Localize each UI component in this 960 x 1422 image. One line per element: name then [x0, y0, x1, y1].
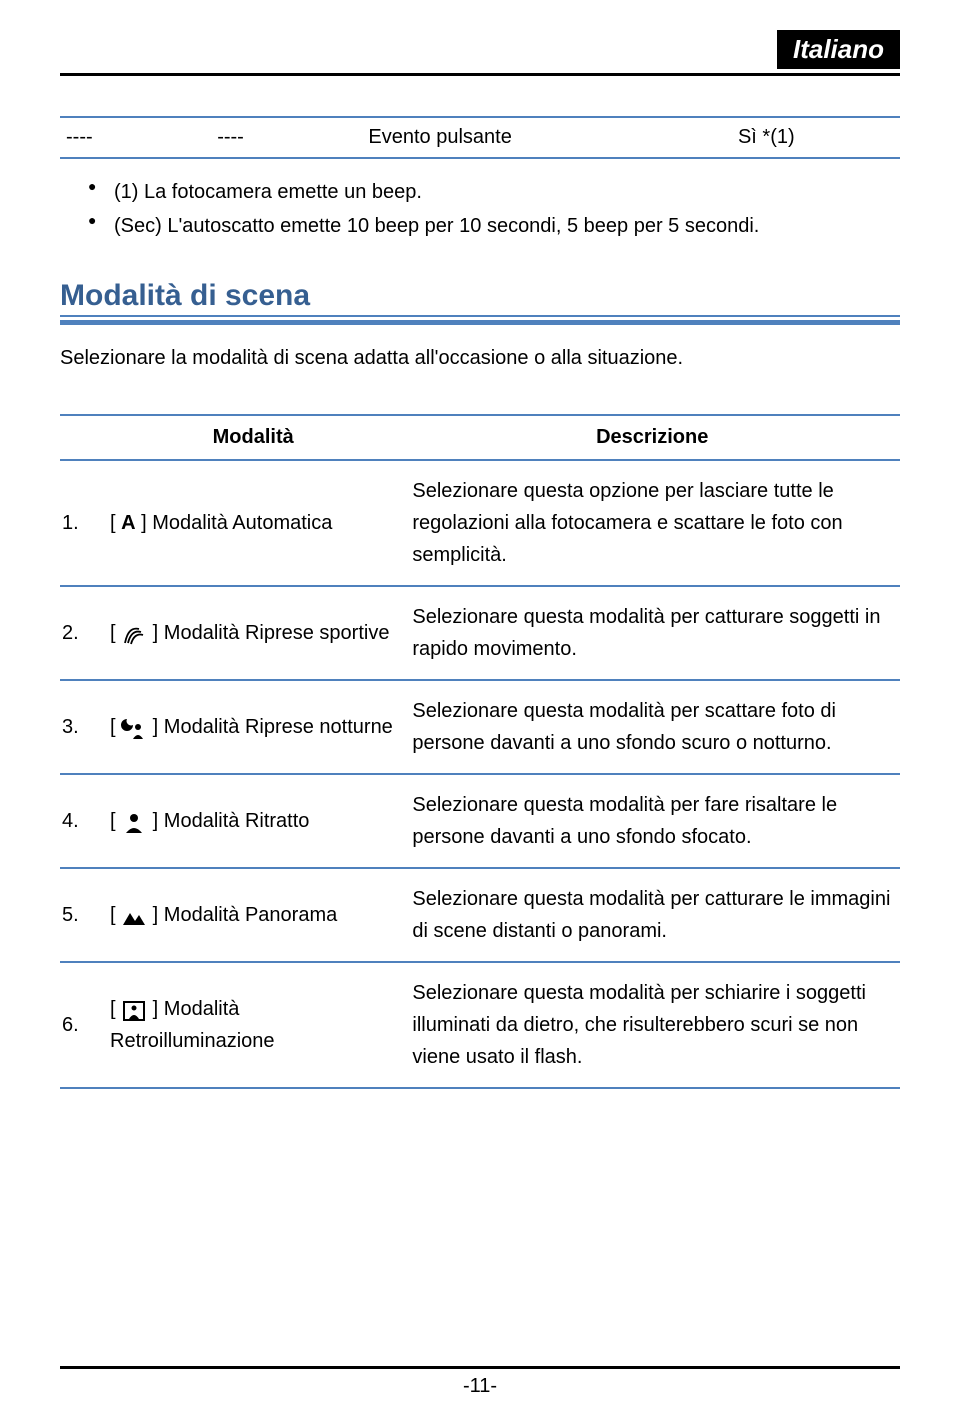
- header-desc: Descrizione: [404, 415, 900, 460]
- mode-name-cell: [ ] Modalità Riprese sportive: [102, 586, 404, 680]
- row-number: 2.: [60, 586, 102, 680]
- mode-desc: Selezionare questa modalità per schiarir…: [404, 962, 900, 1088]
- beep-event-table: ---- ---- Evento pulsante Sì *(1): [60, 116, 900, 159]
- mode-name-cell: [ ] Modalità Panorama: [102, 868, 404, 962]
- bracket-open: [: [110, 998, 121, 1020]
- table-header-row: Modalità Descrizione: [60, 415, 900, 460]
- mode-desc: Selezionare questa modalità per fare ris…: [404, 774, 900, 868]
- mode-label: ] Modalità Riprese notturne: [147, 716, 393, 738]
- mode-desc: Selezionare questa modalità per catturar…: [404, 868, 900, 962]
- bracket-open: [: [110, 512, 121, 534]
- night-icon: [121, 717, 147, 739]
- heading-underline-thick: [60, 320, 900, 325]
- heading-underline: [60, 315, 900, 317]
- top-divider: [60, 73, 900, 76]
- beep-col-2: ----: [211, 117, 362, 158]
- table-row: 6. [ ] Modalità Retroilluminazione Selez…: [60, 962, 900, 1088]
- note-item: (1) La fotocamera emette un beep.: [88, 175, 900, 209]
- bracket-open: [: [110, 904, 121, 926]
- beep-col-4: Sì *(1): [732, 117, 900, 158]
- table-row: 1. [ A ] Modalità Automatica Selezionare…: [60, 460, 900, 586]
- section-intro: Selezionare la modalità di scena adatta …: [60, 347, 900, 370]
- mode-name-cell: [ ] Modalità Ritratto: [102, 774, 404, 868]
- bracket-open: [: [110, 716, 121, 738]
- mode-name-cell: [ ] Modalità Riprese notturne: [102, 680, 404, 774]
- table-row: 3. [ ] Modalità Riprese notturne Selezio…: [60, 680, 900, 774]
- page-number: -11-: [60, 1375, 900, 1398]
- backlight-icon: [121, 999, 147, 1021]
- mode-name-cell: [ ] Modalità Retroilluminazione: [102, 962, 404, 1088]
- table-row: ---- ---- Evento pulsante Sì *(1): [60, 117, 900, 158]
- scene-mode-table: Modalità Descrizione 1. [ A ] Modalità A…: [60, 414, 900, 1089]
- section-heading: Modalità di scena: [60, 279, 900, 313]
- row-number: 5.: [60, 868, 102, 962]
- row-number: 6.: [60, 962, 102, 1088]
- beep-col-1: ----: [60, 117, 211, 158]
- header-blank: [60, 415, 102, 460]
- beep-col-3: Evento pulsante: [362, 117, 732, 158]
- header-mode: Modalità: [102, 415, 404, 460]
- notes-list: (1) La fotocamera emette un beep. (Sec) …: [60, 175, 900, 243]
- mode-label: ] Modalità Automatica: [136, 512, 333, 534]
- language-badge: Italiano: [777, 30, 900, 69]
- note-item: (Sec) L'autoscatto emette 10 beep per 10…: [88, 209, 900, 243]
- mode-label: ] Modalità Riprese sportive: [147, 622, 389, 644]
- row-number: 1.: [60, 460, 102, 586]
- portrait-icon: [121, 811, 147, 833]
- row-number: 3.: [60, 680, 102, 774]
- mode-desc: Selezionare questa opzione per lasciare …: [404, 460, 900, 586]
- table-row: 2. [ ] Modalità Riprese sportive Selezio…: [60, 586, 900, 680]
- mode-label: ] Modalità Panorama: [147, 904, 337, 926]
- row-number: 4.: [60, 774, 102, 868]
- auto-icon: A: [121, 512, 135, 534]
- footer-divider: [60, 1366, 900, 1369]
- bracket-open: [: [110, 622, 121, 644]
- table-row: 4. [ ] Modalità Ritratto Selezionare que…: [60, 774, 900, 868]
- mode-label: ] Modalità Ritratto: [147, 810, 309, 832]
- mode-desc: Selezionare questa modalità per scattare…: [404, 680, 900, 774]
- sport-icon: [121, 623, 147, 645]
- mode-desc: Selezionare questa modalità per catturar…: [404, 586, 900, 680]
- bracket-open: [: [110, 810, 121, 832]
- table-row: 5. [ ] Modalità Panorama Selezionare que…: [60, 868, 900, 962]
- mode-name-cell: [ A ] Modalità Automatica: [102, 460, 404, 586]
- panorama-icon: [121, 905, 147, 927]
